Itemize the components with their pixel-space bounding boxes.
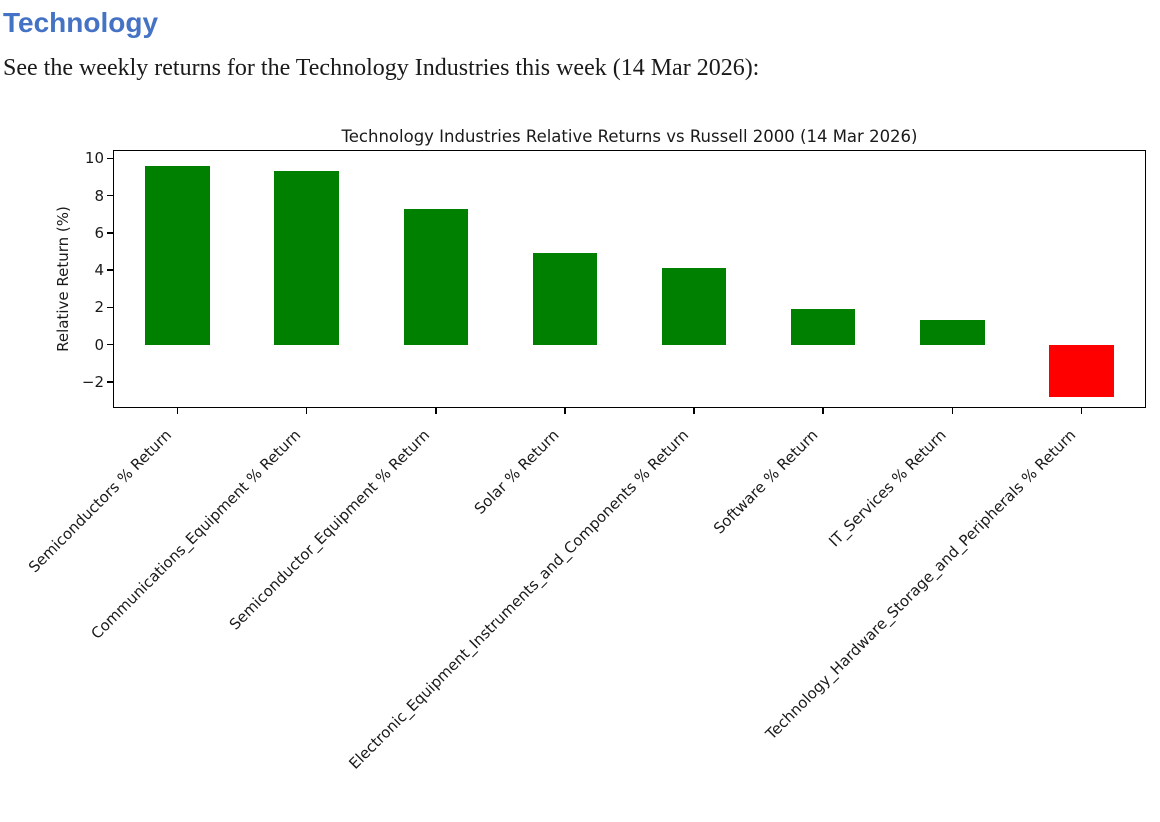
x-tick — [693, 408, 695, 414]
plot-area — [113, 150, 1146, 408]
x-tick — [822, 408, 824, 414]
bar — [661, 268, 727, 345]
x-tick — [176, 408, 179, 414]
x-tick — [1080, 408, 1083, 414]
x-tick — [435, 408, 437, 414]
bar — [790, 309, 856, 345]
x-tick-label: Technology_Hardware_Storage_and_Peripher… — [761, 426, 1080, 744]
y-tick-label: 6 — [94, 223, 104, 242]
y-tick — [107, 343, 113, 346]
x-tick-label: Semiconductor_Equipment % Return — [226, 426, 434, 634]
y-tick — [107, 194, 113, 197]
x-tick — [564, 408, 566, 414]
x-tick-label: IT_Services % Return — [825, 426, 951, 551]
x-tick — [951, 408, 953, 414]
x-tick-label: Communications_Equipment % Return — [87, 426, 305, 643]
y-tick-label: 2 — [94, 298, 104, 317]
y-tick-label: −2 — [81, 372, 104, 391]
x-tick — [305, 408, 308, 414]
y-tick — [107, 306, 113, 309]
section-heading: Technology — [3, 7, 159, 38]
y-tick-label: 10 — [84, 149, 104, 168]
y-tick — [107, 157, 113, 160]
intro-text: See the weekly returns for the Technolog… — [3, 55, 760, 81]
x-tick-label: Solar % Return — [470, 426, 563, 518]
bar — [403, 208, 469, 345]
bar — [532, 253, 598, 345]
bar — [145, 165, 210, 345]
chart-title: Technology Industries Relative Returns v… — [341, 127, 918, 146]
y-tick-label: 4 — [94, 261, 104, 280]
y-tick — [107, 381, 113, 383]
bar — [1049, 344, 1114, 397]
bar — [920, 320, 985, 345]
y-tick — [107, 232, 113, 234]
x-tick-label: Semiconductors % Return — [25, 426, 176, 577]
y-tick-label: 8 — [94, 186, 104, 205]
y-tick-label: 0 — [94, 335, 104, 354]
y-tick — [107, 269, 113, 271]
bar — [274, 171, 339, 345]
x-tick-label: Software % Return — [709, 426, 821, 538]
